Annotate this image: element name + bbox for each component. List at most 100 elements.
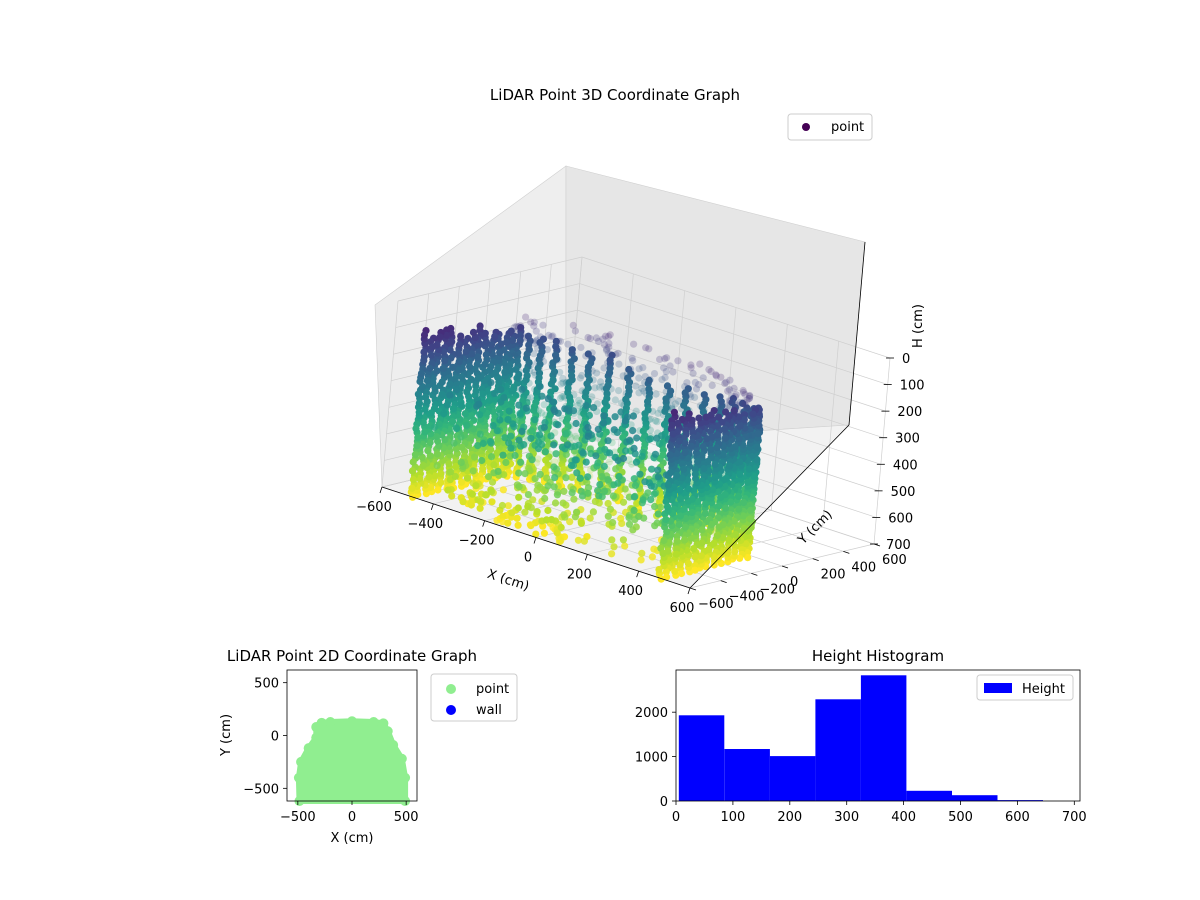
point-3d bbox=[518, 427, 526, 436]
x-tick-label-hist: 100 bbox=[720, 810, 745, 825]
point-3d bbox=[527, 522, 535, 530]
point-3d bbox=[748, 431, 756, 439]
point-3d bbox=[551, 474, 559, 482]
point-3d bbox=[681, 448, 689, 456]
point-3d bbox=[645, 385, 653, 393]
point-3d bbox=[572, 419, 580, 428]
point-3d bbox=[553, 344, 561, 352]
point-3d bbox=[542, 516, 551, 524]
point-3d bbox=[691, 470, 700, 478]
point-3d bbox=[487, 446, 495, 454]
point-3d bbox=[675, 520, 683, 529]
x-tick-3d bbox=[636, 571, 640, 578]
point-3d bbox=[753, 456, 761, 464]
point-3d bbox=[457, 458, 465, 466]
point-3d bbox=[624, 374, 632, 382]
point-3d bbox=[604, 381, 612, 390]
points-3d bbox=[407, 313, 764, 583]
point-3d bbox=[600, 385, 609, 394]
point-3d bbox=[713, 444, 721, 452]
point-3d bbox=[731, 548, 739, 556]
grid-z-right bbox=[575, 336, 884, 439]
point-3d bbox=[669, 368, 677, 376]
histogram-bar bbox=[724, 749, 770, 801]
point-3d bbox=[728, 398, 736, 407]
point-3d bbox=[566, 378, 575, 386]
point-2d bbox=[293, 772, 304, 783]
point-3d bbox=[544, 506, 552, 515]
point-3d bbox=[623, 370, 631, 379]
point-3d bbox=[584, 350, 592, 358]
point-3d bbox=[614, 479, 622, 487]
point-3d bbox=[543, 346, 552, 354]
point-3d bbox=[575, 396, 583, 404]
point-3d bbox=[542, 469, 551, 477]
point-3d bbox=[517, 324, 525, 332]
point-3d bbox=[568, 473, 576, 482]
point-3d bbox=[576, 374, 585, 382]
point-3d bbox=[663, 354, 671, 362]
point-3d bbox=[487, 488, 496, 496]
point-3d bbox=[408, 467, 417, 475]
point-3d bbox=[538, 392, 546, 400]
point-3d bbox=[428, 343, 437, 351]
point-3d bbox=[423, 377, 431, 385]
point-3d bbox=[754, 430, 762, 438]
point-3d bbox=[530, 407, 538, 415]
point-3d bbox=[520, 441, 528, 449]
point-3d bbox=[694, 457, 702, 466]
point-3d bbox=[691, 553, 699, 561]
point-3d bbox=[531, 339, 539, 347]
histogram-bar bbox=[815, 699, 861, 801]
point-3d bbox=[510, 352, 519, 360]
points-2d bbox=[293, 716, 411, 806]
point-3d bbox=[614, 349, 622, 357]
point-3d bbox=[509, 420, 517, 428]
point-3d bbox=[662, 368, 670, 376]
point-3d bbox=[667, 396, 676, 404]
point-3d bbox=[746, 392, 754, 400]
point-3d bbox=[540, 529, 549, 537]
point-3d bbox=[666, 451, 674, 459]
point-3d bbox=[663, 396, 671, 404]
point-3d bbox=[496, 409, 504, 418]
point-3d bbox=[681, 439, 689, 447]
point-3d bbox=[700, 464, 708, 473]
point-3d bbox=[453, 425, 461, 433]
point-3d bbox=[524, 345, 533, 353]
point-3d bbox=[533, 359, 541, 367]
point-3d bbox=[550, 368, 559, 376]
point-3d bbox=[646, 415, 655, 423]
point-3d bbox=[440, 410, 448, 418]
point-3d bbox=[441, 357, 449, 365]
point-3d bbox=[409, 476, 418, 484]
point-3d bbox=[421, 428, 429, 436]
point-2d bbox=[378, 718, 389, 729]
x-tick-label-2d: 0 bbox=[348, 810, 356, 825]
point-3d bbox=[531, 475, 539, 483]
point-3d bbox=[455, 341, 464, 349]
point-3d bbox=[497, 398, 505, 406]
point-3d bbox=[651, 417, 660, 425]
point-3d bbox=[580, 537, 589, 545]
point-3d bbox=[514, 374, 523, 382]
point-3d bbox=[453, 386, 461, 394]
point-3d bbox=[691, 393, 699, 401]
point-3d bbox=[687, 361, 695, 369]
point-3d bbox=[745, 465, 753, 473]
z-axis-label-3d: H (cm) bbox=[911, 304, 926, 348]
point-3d bbox=[531, 385, 539, 393]
point-3d bbox=[409, 458, 417, 466]
point-3d bbox=[501, 368, 509, 376]
point-3d bbox=[703, 435, 711, 443]
legend-2d: point wall bbox=[430, 673, 518, 722]
point-3d bbox=[511, 323, 519, 331]
point-3d bbox=[673, 471, 681, 479]
point-3d bbox=[457, 401, 465, 409]
point-3d bbox=[711, 460, 719, 469]
point-3d bbox=[682, 392, 690, 401]
point-3d bbox=[696, 360, 704, 368]
point-3d bbox=[660, 420, 669, 428]
point-3d bbox=[567, 461, 576, 469]
point-3d bbox=[661, 355, 669, 363]
